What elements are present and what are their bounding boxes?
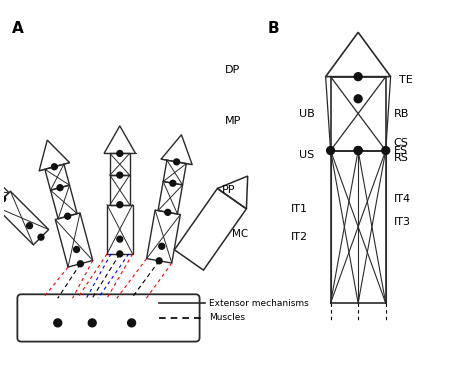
Text: MP: MP <box>225 116 242 126</box>
Text: IT2: IT2 <box>291 232 308 242</box>
Text: DP: DP <box>225 65 240 75</box>
Text: RB: RB <box>393 109 409 118</box>
Circle shape <box>170 180 176 186</box>
Circle shape <box>354 73 362 81</box>
Circle shape <box>38 234 44 240</box>
Text: A: A <box>11 21 23 35</box>
Circle shape <box>173 159 180 165</box>
Circle shape <box>117 236 123 242</box>
Circle shape <box>354 95 362 103</box>
Circle shape <box>327 146 335 155</box>
Text: B: B <box>267 21 279 35</box>
Text: IT3: IT3 <box>393 217 410 227</box>
Text: CS: CS <box>393 138 409 148</box>
Circle shape <box>88 319 96 327</box>
Circle shape <box>117 251 123 257</box>
Circle shape <box>57 185 63 191</box>
Text: IT1: IT1 <box>291 204 308 214</box>
Circle shape <box>77 261 83 267</box>
Circle shape <box>354 146 362 155</box>
Text: MC: MC <box>232 229 248 239</box>
Circle shape <box>159 243 164 249</box>
Circle shape <box>117 151 123 156</box>
Circle shape <box>117 202 123 208</box>
Circle shape <box>0 196 6 202</box>
Text: RS: RS <box>393 153 409 163</box>
Circle shape <box>382 146 390 155</box>
Circle shape <box>165 209 171 215</box>
Text: Muscles: Muscles <box>210 314 246 322</box>
Circle shape <box>128 319 136 327</box>
Text: ES: ES <box>393 145 408 156</box>
Text: IT4: IT4 <box>393 194 411 204</box>
Text: TE: TE <box>399 75 412 85</box>
Circle shape <box>117 172 123 178</box>
Circle shape <box>156 258 162 264</box>
Circle shape <box>73 247 80 252</box>
Circle shape <box>64 213 71 219</box>
Circle shape <box>27 223 32 229</box>
Text: UB: UB <box>299 109 315 118</box>
Circle shape <box>354 146 362 155</box>
Text: PP: PP <box>222 185 236 195</box>
Text: Extensor mechanisms: Extensor mechanisms <box>210 299 309 308</box>
Circle shape <box>52 164 57 170</box>
Circle shape <box>54 319 62 327</box>
Text: US: US <box>299 151 314 160</box>
